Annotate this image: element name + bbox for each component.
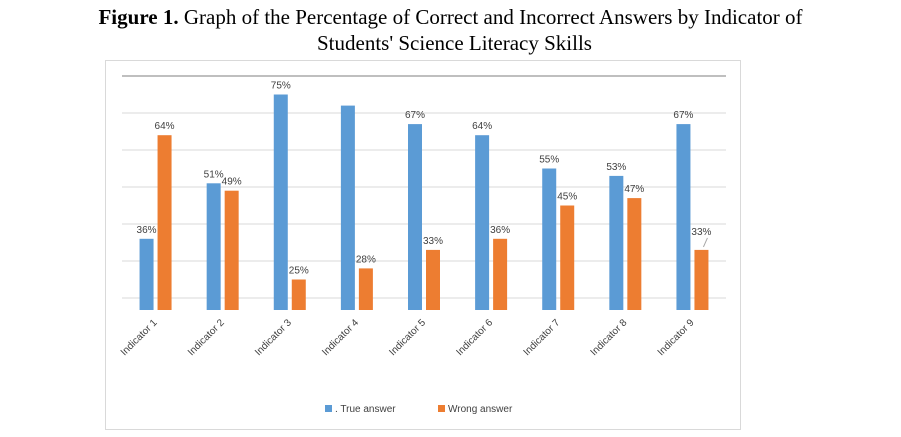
true-answer-bar (542, 168, 557, 310)
true-answer-data-label: 53% (606, 162, 626, 173)
true-answer-data-label: 36% (137, 225, 157, 236)
wrong-answer-data-label: 25% (289, 266, 309, 277)
figure-label: Figure 1. (98, 5, 179, 29)
legend-wrong-answer-label: Wrong answer (448, 404, 513, 415)
x-tick-label: Indicator 2 (186, 317, 227, 358)
legend-wrong-answer-swatch (438, 405, 445, 412)
x-tick-label: Indicator 8 (589, 317, 630, 358)
wrong-answer-bar (694, 249, 709, 310)
wrong-answer-bar (627, 198, 642, 310)
true-answer-data-label: 67% (405, 110, 425, 121)
true-answer-bar (475, 135, 490, 310)
wrong-answer-data-label: 36% (490, 225, 510, 236)
wrong-answer-data-label: 49% (222, 177, 242, 188)
x-tick-label: Indicator 4 (320, 317, 361, 358)
true-answer-data-label: 67% (673, 110, 693, 121)
wrong-answer-bar (157, 135, 172, 310)
x-tick-label: Indicator 3 (253, 317, 294, 358)
wrong-answer-data-label: 28% (356, 254, 376, 265)
wrong-answer-bar (426, 249, 440, 310)
caption-text-line1: Graph of the Percentage of Correct and I… (183, 5, 803, 29)
chart-frame (105, 60, 741, 430)
wrong-answer-bar (224, 190, 239, 310)
legend-true-answer-swatch (325, 405, 332, 412)
true-answer-bar (139, 238, 154, 310)
x-tick-label: Indicator 5 (387, 317, 428, 358)
x-tick-label: Indicator 1 (119, 317, 160, 358)
true-answer-bar (676, 124, 691, 310)
wrong-answer-bar (358, 268, 373, 310)
true-answer-data-label: 64% (472, 121, 492, 132)
wrong-answer-data-label: 33% (423, 236, 443, 247)
true-answer-bar (206, 183, 221, 310)
true-answer-data-label: 51% (204, 169, 224, 180)
true-answer-bar (340, 105, 355, 310)
wrong-answer-data-label: 33% (691, 227, 711, 238)
wrong-answer-data-label: 47% (624, 184, 644, 195)
wrong-answer-bar (560, 205, 575, 310)
wrong-answer-data-label: 45% (557, 192, 577, 203)
legend-true-answer-label: . True answer (335, 404, 396, 415)
figure-caption: Figure 1. Graph of the Percentage of Cor… (0, 4, 901, 56)
true-answer-bar (609, 175, 624, 310)
wrong-answer-data-label: 64% (155, 121, 175, 132)
label-leader-line (702, 237, 708, 248)
x-tick-label: Indicator 6 (454, 317, 495, 358)
true-answer-data-label: 55% (539, 155, 559, 166)
true-answer-data-label: 75% (271, 81, 291, 92)
caption-text-line2: Students' Science Literacy Skills (317, 31, 592, 55)
wrong-answer-bar (291, 279, 306, 310)
x-tick-label: Indicator 7 (522, 317, 563, 358)
true-answer-bar (408, 124, 422, 310)
wrong-answer-bar (493, 238, 508, 310)
x-tick-label: Indicator 9 (656, 317, 697, 358)
true-answer-bar (273, 94, 288, 310)
